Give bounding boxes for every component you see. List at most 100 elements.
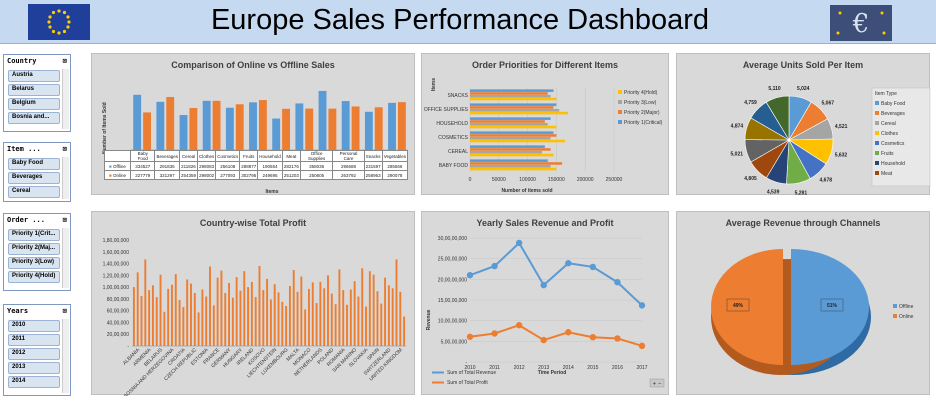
clear-filter-icon[interactable]: ⊠ <box>62 216 67 224</box>
country-slicer[interactable]: Country ⊠ Austria Belarus Belgium Bosnia … <box>3 54 71 132</box>
slicer-scrollbar[interactable] <box>62 157 69 199</box>
bar <box>470 137 551 140</box>
table-corner-cell <box>104 150 131 162</box>
y-tick-label: COSMETICS <box>438 135 468 141</box>
legend-label: Sum of Total Profit <box>447 380 488 386</box>
country-profit-chart[interactable]: Country-wise Total Profit 1,80,00,000 1,6… <box>91 211 415 396</box>
offline-value-cell: 296688 <box>332 161 365 171</box>
zoom-icon[interactable]: + − <box>653 382 662 388</box>
data-label: 4,678 <box>820 178 833 184</box>
x-tick-label: 2010 <box>464 365 475 371</box>
bar <box>285 305 288 346</box>
slicer-item[interactable]: Priority 1(Crit... <box>8 229 60 241</box>
y-axis-label: Items <box>431 78 437 91</box>
x-tick-label: 2011 <box>489 365 500 371</box>
slicer-item[interactable]: Beverages <box>8 172 60 184</box>
bar <box>148 290 151 346</box>
online-value-cell: 290078 <box>381 170 409 180</box>
offline-value-cell: 231597 <box>363 161 383 171</box>
y-tick-label: - <box>127 344 129 350</box>
channels-chart[interactable]: Average Revenue through Channels 49% 51% … <box>676 211 930 395</box>
data-point <box>589 263 597 271</box>
slicer-item[interactable]: Austria <box>8 70 60 82</box>
zoom-control[interactable] <box>649 378 665 388</box>
y-tick-label: 15,00,00,000 <box>438 298 467 304</box>
bar <box>470 125 557 129</box>
yearly-revenue-chart[interactable]: Yearly Sales Revenue and Profit Revenue … <box>421 211 669 395</box>
clear-filter-icon[interactable]: ⊠ <box>62 307 67 315</box>
channels-svg: 49% 51% Offline Online <box>711 249 914 375</box>
slicer-item[interactable]: 2014 <box>8 376 60 388</box>
x-tick-label: 250000 <box>606 177 623 183</box>
x-tick-label: 50000 <box>492 177 506 183</box>
data-label: 4,874 <box>731 124 744 130</box>
legend-label: Fruits <box>881 151 894 157</box>
slicer-item[interactable]: Cereal <box>8 186 60 198</box>
slicer-title: Years <box>7 307 29 315</box>
bar <box>470 123 548 126</box>
slicer-item[interactable]: Priority 4(Hold) <box>8 271 60 283</box>
bar <box>140 295 143 346</box>
bar <box>235 104 244 150</box>
category-cell: Cosmetics <box>215 150 241 162</box>
chart-title: Order Priorities for Different Items <box>471 60 619 70</box>
bar <box>353 281 356 346</box>
legend-label: Online <box>899 314 914 320</box>
offline-value-cell: 285566 <box>381 161 409 171</box>
online-value-cell: 258963 <box>363 170 383 180</box>
bar <box>277 292 280 346</box>
online-offline-chart[interactable]: Comparison of Online vs Offline Sales Nu… <box>91 53 415 195</box>
bar <box>262 290 265 346</box>
slicer-item[interactable]: 2013 <box>8 362 60 374</box>
data-point <box>491 262 498 270</box>
slicer-scrollbar[interactable] <box>62 319 69 393</box>
chart-title: Yearly Sales Revenue and Profit <box>476 218 614 228</box>
slicer-scrollbar[interactable] <box>62 228 69 288</box>
order-priorities-chart[interactable]: Order Priorities for Different Items Ite… <box>421 53 669 195</box>
slicer-item[interactable]: Baby Food <box>8 158 60 170</box>
yearly-revenue-svg: Revenue Time Period 30,00,00,000 25,00,00… <box>426 236 665 388</box>
bar <box>190 283 192 346</box>
slicer-item[interactable]: Belgium <box>8 98 60 110</box>
avg-units-chart[interactable]: Average Units Sold Per Item 5,024 5,067 4,… <box>676 53 931 196</box>
bar <box>470 95 551 98</box>
slicer-item[interactable]: Bosnia and... <box>8 112 60 124</box>
slicer-title: Order ... <box>7 216 45 224</box>
clear-filter-icon[interactable]: ⊠ <box>62 57 67 65</box>
slicer-item[interactable]: Belarus <box>8 84 60 96</box>
offline-value-cell: 256108 <box>215 161 241 171</box>
legend-box <box>871 87 931 187</box>
bar <box>239 290 242 346</box>
offline-value-cell: 291836 <box>154 161 180 171</box>
slicer-item[interactable]: Priority 3(Low) <box>8 257 60 269</box>
order-priorities-svg: Items Number of items sold 0 50000 100000 1… <box>424 78 663 194</box>
order-priority-slicer[interactable]: Order ... ⊠ Priority 1(Crit... Priority 2… <box>3 213 71 291</box>
bar <box>470 134 557 137</box>
legend-label: Offline <box>899 304 914 310</box>
bar <box>338 269 341 346</box>
slicer-item[interactable]: 2011 <box>8 334 60 346</box>
bar <box>328 108 337 150</box>
bar <box>327 275 329 346</box>
bar <box>249 102 257 150</box>
y-tick-label: BABY FOOD <box>439 163 468 169</box>
slicer-item[interactable]: 2012 <box>8 348 60 360</box>
bar <box>376 291 379 346</box>
svg-text:€: € <box>852 9 870 39</box>
bar <box>282 108 290 150</box>
clear-filter-icon[interactable]: ⊠ <box>62 145 67 153</box>
eu-flag-logo <box>28 4 90 40</box>
bar <box>163 311 166 346</box>
bar <box>315 303 318 346</box>
slicer-item[interactable]: Priority 2(Maj... <box>8 243 60 255</box>
item-type-slicer[interactable]: Item ... ⊠ Baby Food Beverages Cereal <box>3 142 71 202</box>
years-slicer[interactable]: Years ⊠ 2010 2011 2012 2013 2014 <box>3 304 71 396</box>
legend-swatch <box>875 131 879 135</box>
bar <box>132 287 135 346</box>
bar <box>330 293 333 346</box>
bar <box>305 108 314 150</box>
slicer-item[interactable]: 2010 <box>8 320 60 332</box>
bar <box>397 102 406 150</box>
slicer-scrollbar[interactable] <box>62 69 69 129</box>
y-tick-label: 20,00,00,000 <box>438 277 467 283</box>
